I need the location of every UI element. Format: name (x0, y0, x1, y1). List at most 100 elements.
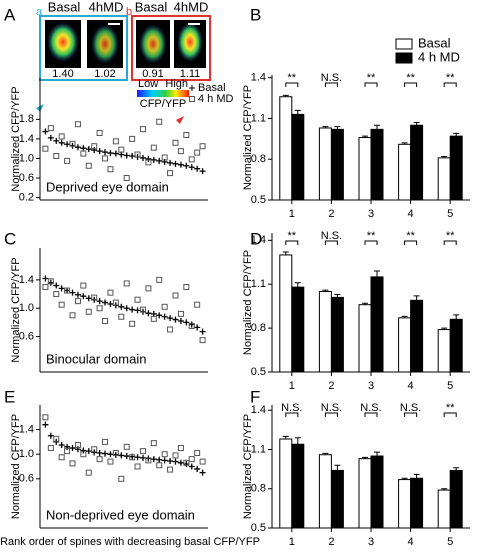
error-bar (362, 302, 368, 305)
error-bar (294, 437, 301, 445)
spine-image (177, 22, 203, 62)
bar (370, 455, 384, 529)
x-tick-label: 4 (408, 380, 414, 392)
error-bar (322, 126, 329, 128)
y-tick-label: 1.8 (19, 113, 34, 125)
md-point (96, 130, 103, 137)
md-point (42, 145, 49, 152)
basal-point (156, 312, 163, 319)
bar (330, 469, 344, 529)
significance-label: N.S. (281, 402, 302, 414)
bar (358, 304, 372, 373)
basal-point (102, 149, 109, 156)
basal-point (53, 137, 60, 144)
basal-point (47, 134, 54, 141)
md-point (139, 306, 146, 313)
basal-point (161, 313, 168, 320)
significance-bracket (285, 412, 299, 417)
bar (279, 254, 293, 373)
md-point (42, 283, 49, 290)
md-point (91, 446, 98, 453)
md-point (96, 456, 103, 463)
significance-bracket (364, 82, 378, 87)
basal-point (129, 306, 136, 313)
md-point (123, 175, 130, 181)
basal-point (107, 451, 114, 458)
bar (291, 286, 305, 373)
basal-point (80, 447, 87, 454)
significance-label: N.S. (321, 72, 342, 84)
bar (437, 157, 451, 201)
basal-point (58, 285, 65, 292)
inset-letter: a (36, 6, 43, 18)
bar (398, 479, 412, 529)
bar (291, 113, 305, 201)
basal-point (58, 441, 65, 448)
basal-point (194, 324, 201, 331)
error-bar (294, 109, 301, 115)
y-tick-label: 1.0 (19, 152, 34, 164)
y-tick-label: 0.8 (251, 322, 266, 334)
significance-label: ** (367, 72, 376, 84)
error-bar (282, 251, 289, 255)
panel-label: E (4, 387, 15, 406)
md-point (102, 155, 109, 162)
error-bar (362, 135, 368, 138)
basal-point (118, 452, 125, 459)
legend-label: Basal (418, 35, 451, 50)
basal-point (188, 164, 195, 171)
significance-label: N.S. (321, 230, 342, 242)
md-point (102, 317, 109, 324)
y-tick-label: 1.4 (19, 274, 34, 286)
bar (398, 143, 412, 201)
panel-annotation: Binocular domain (46, 351, 146, 366)
error-bar (441, 156, 448, 158)
y-tick-label: 1.4 (251, 404, 266, 416)
md-point (80, 282, 87, 289)
x-tick-label: 2 (328, 208, 334, 220)
panel-label: B (250, 5, 261, 24)
y-axis-label: Normalized CFP/YFP (10, 414, 22, 519)
error-bar (401, 142, 408, 145)
y-axis-label: Normalized CFP/YFP (10, 86, 22, 191)
significance-bracket (404, 82, 418, 87)
bar (358, 458, 372, 529)
inset-letter: b (126, 6, 132, 18)
error-bar (322, 289, 329, 292)
md-point (167, 170, 174, 177)
bar (279, 96, 293, 201)
md-point (53, 291, 60, 298)
md-point (118, 146, 125, 153)
error-bar (294, 282, 301, 288)
y-axis-label: Normalized CFP/YFP (10, 257, 22, 362)
error-bar (282, 94, 289, 97)
md-point (161, 451, 168, 458)
bar (279, 438, 293, 529)
significance-bracket (285, 240, 299, 245)
bar (330, 128, 344, 201)
bar (410, 299, 424, 373)
x-tick-label: 5 (447, 208, 453, 220)
basal-point (172, 458, 179, 465)
md-point (172, 452, 179, 459)
md-point (145, 285, 152, 292)
significance-label: ** (406, 230, 415, 242)
y-tick-label: 1.0 (19, 448, 34, 460)
md-point (69, 460, 76, 467)
md-point (156, 462, 163, 469)
marker-b (176, 116, 184, 124)
y-tick-label: 0.5 (251, 366, 266, 378)
x-tick-label: 3 (368, 380, 374, 392)
colorbar: Low High CFP/YFP (137, 78, 189, 110)
error-bar (401, 315, 408, 318)
md-point (74, 298, 81, 305)
bar (370, 276, 384, 373)
legend-marker (189, 85, 195, 91)
md-point (139, 126, 146, 133)
basal-point (85, 295, 92, 302)
basal-point (85, 448, 92, 455)
basal-point (64, 141, 71, 148)
significance-label: ** (446, 402, 455, 414)
md-point (53, 435, 60, 442)
significance-label: N.S. (400, 402, 421, 414)
